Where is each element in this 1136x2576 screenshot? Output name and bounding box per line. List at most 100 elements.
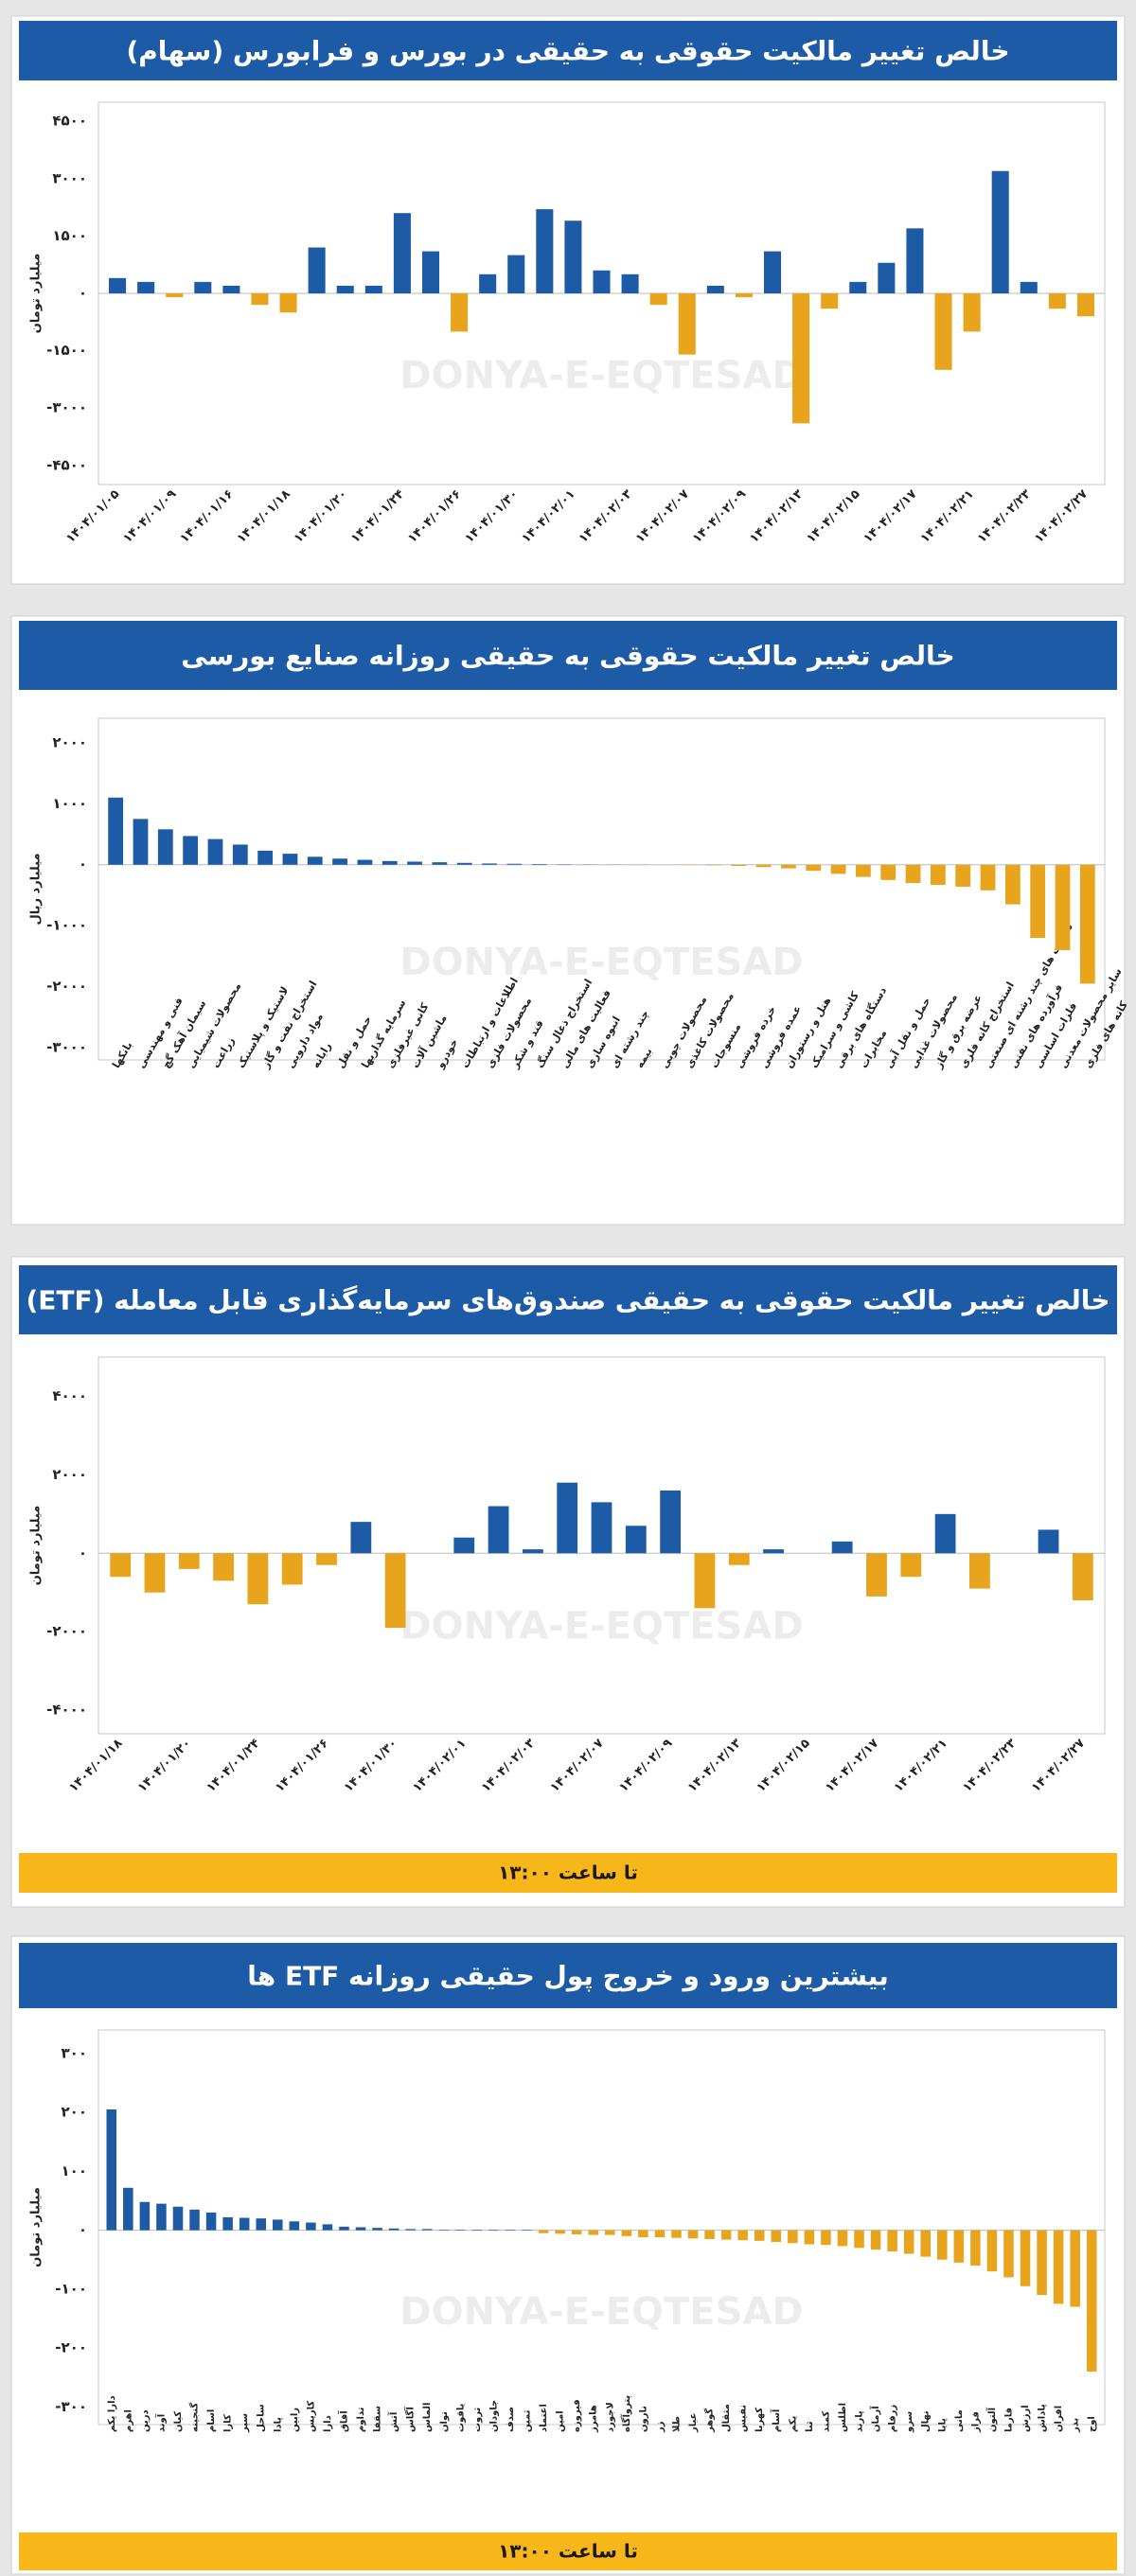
bar bbox=[638, 2230, 648, 2238]
bar bbox=[507, 255, 525, 293]
bar bbox=[488, 2229, 499, 2231]
bar bbox=[308, 247, 326, 293]
bar bbox=[870, 2230, 881, 2250]
x-tick-label: نارون bbox=[638, 2406, 648, 2432]
bar bbox=[421, 251, 440, 293]
bar bbox=[837, 2230, 848, 2247]
bar bbox=[456, 862, 472, 865]
bar bbox=[156, 2203, 167, 2231]
x-tick-label: ثنا bbox=[805, 2421, 815, 2432]
bar bbox=[282, 854, 298, 865]
x-tick-label: یکم bbox=[788, 2415, 798, 2432]
bar bbox=[1020, 281, 1038, 293]
bar bbox=[934, 1513, 956, 1554]
x-tick-label: پارند bbox=[855, 2410, 865, 2432]
bar bbox=[455, 2229, 466, 2231]
bar bbox=[564, 221, 582, 293]
bar bbox=[706, 285, 724, 293]
bar bbox=[322, 2224, 333, 2231]
bar bbox=[903, 2230, 914, 2254]
y-tick-label: -۳۰۰۰ bbox=[46, 1039, 87, 1056]
x-tick-label: آگاس bbox=[404, 2407, 417, 2432]
y-tick-label: -۴۵۰۰ bbox=[46, 456, 87, 473]
panel bbox=[10, 1256, 1126, 1908]
x-tick-label: اطلس bbox=[838, 2403, 848, 2432]
plot-frame bbox=[98, 717, 1106, 1061]
chart-title: خالص تغییر مالکیت حقوقی به حقیقی روزانه … bbox=[181, 641, 954, 672]
x-tick-label: مثقال bbox=[721, 2404, 732, 2432]
bar bbox=[887, 2230, 897, 2252]
y-tick-label: -۲۰۰۰ bbox=[46, 1623, 87, 1640]
bar bbox=[969, 1553, 990, 1589]
x-tick-label: ارزش bbox=[1021, 2405, 1031, 2432]
bar bbox=[247, 1553, 269, 1605]
bar bbox=[506, 863, 523, 865]
bar bbox=[522, 1549, 543, 1554]
bar bbox=[531, 864, 547, 865]
bar bbox=[1086, 2230, 1097, 2372]
bar bbox=[339, 2226, 349, 2231]
bar bbox=[482, 863, 497, 865]
y-tick-label: -۲۰۰ bbox=[55, 2339, 87, 2356]
y-tick-label: ۰ bbox=[79, 285, 87, 302]
bar bbox=[937, 2230, 948, 2260]
chart-title: بیشترین ورود و خروج پول حقیقی روزانه ETF… bbox=[247, 1961, 889, 1993]
x-tick-label: نفیس bbox=[738, 2405, 749, 2432]
bar bbox=[980, 864, 996, 891]
y-axis-label: میلیارد تومان bbox=[29, 254, 44, 334]
x-tick-label: کهربا bbox=[754, 2408, 765, 2432]
bar bbox=[522, 2229, 532, 2231]
bar bbox=[479, 273, 497, 293]
bar bbox=[393, 213, 411, 293]
x-tick-label: توان bbox=[439, 2411, 450, 2432]
bar bbox=[900, 1553, 922, 1578]
bar bbox=[388, 2228, 399, 2231]
bar bbox=[438, 2229, 450, 2231]
y-tick-label: -۴۰۰۰ bbox=[46, 1702, 87, 1719]
bar bbox=[421, 2229, 433, 2231]
bar bbox=[279, 293, 297, 313]
x-tick-label: کمند bbox=[821, 2410, 831, 2432]
bar bbox=[256, 2218, 266, 2231]
bar bbox=[453, 1537, 475, 1554]
bar bbox=[205, 2212, 217, 2231]
bar bbox=[571, 2230, 582, 2234]
bar bbox=[1038, 1529, 1059, 1554]
x-tick-label: آسام bbox=[770, 2408, 782, 2432]
bar bbox=[755, 864, 772, 868]
x-tick-label: اعتماد bbox=[539, 2404, 549, 2432]
title-bar bbox=[19, 1943, 1117, 2008]
bar bbox=[306, 2222, 316, 2231]
y-tick-label: ۰ bbox=[79, 1544, 87, 1561]
bar bbox=[1053, 2230, 1064, 2304]
x-tick-label: سرو bbox=[904, 2411, 914, 2433]
bar bbox=[172, 2206, 184, 2231]
bar bbox=[654, 2230, 666, 2238]
watermark: DONYA-E-EQTESAD bbox=[399, 354, 803, 397]
bar bbox=[706, 864, 721, 866]
x-tick-label: درین bbox=[140, 2409, 151, 2432]
x-tick-label: عیار bbox=[688, 2413, 699, 2433]
bar bbox=[251, 293, 269, 306]
bar bbox=[906, 228, 924, 293]
bar bbox=[273, 2219, 283, 2231]
bar bbox=[407, 861, 422, 865]
bar bbox=[831, 1541, 853, 1554]
bar bbox=[538, 2230, 549, 2233]
bar bbox=[1072, 1553, 1093, 1601]
bar bbox=[157, 829, 173, 865]
bar bbox=[854, 2230, 864, 2249]
bar bbox=[605, 2230, 615, 2235]
bar bbox=[763, 251, 782, 293]
bar bbox=[1020, 2230, 1031, 2286]
bar bbox=[591, 1502, 612, 1554]
bar bbox=[856, 864, 871, 877]
bar bbox=[183, 836, 199, 865]
bar bbox=[621, 2230, 632, 2236]
footer-bar bbox=[19, 1853, 1117, 1893]
bar bbox=[471, 2229, 483, 2231]
y-tick-label: ۲۰۰ bbox=[62, 2104, 87, 2121]
x-tick-label: امین bbox=[556, 2410, 566, 2432]
bar bbox=[1003, 2230, 1014, 2278]
x-tick-label: آتش bbox=[387, 2411, 399, 2432]
